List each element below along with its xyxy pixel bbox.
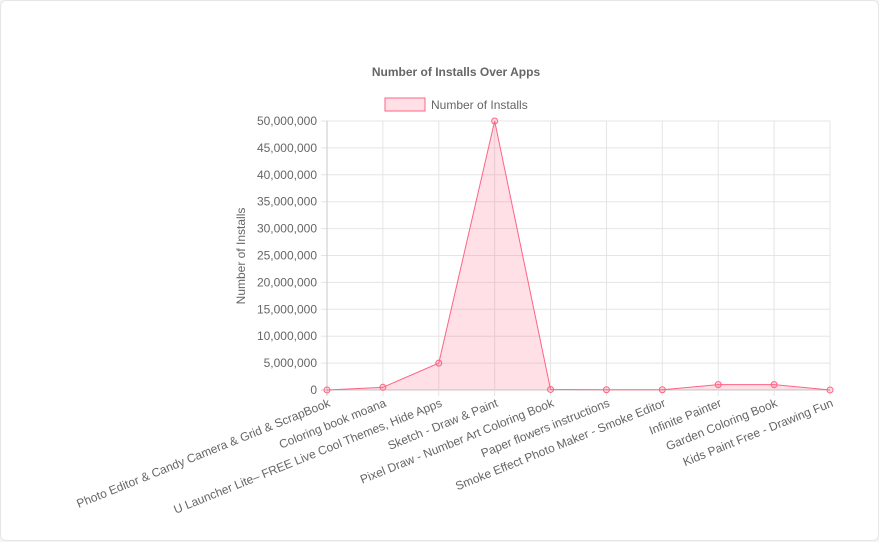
- series-area: [327, 121, 830, 390]
- data-point[interactable]: [379, 383, 387, 391]
- y-tick-label: 0: [310, 383, 317, 397]
- data-point[interactable]: [491, 117, 499, 125]
- y-axis-ticks: 50,000,000 45,000,000 40,000,000 35,000,000…: [257, 114, 317, 397]
- series-line: [326, 120, 831, 391]
- y-tick-label: 25,000,000: [257, 249, 317, 263]
- y-axis-title: Number of Installs: [234, 208, 248, 305]
- y-tick-label: 45,000,000: [257, 141, 317, 155]
- data-point[interactable]: [547, 385, 555, 393]
- y-tick-label: 10,000,000: [257, 329, 317, 343]
- legend-label: Number of Installs: [431, 98, 528, 112]
- y-tick-label: 50,000,000: [257, 114, 317, 128]
- y-tick-label: 20,000,000: [257, 275, 317, 289]
- y-tick-label: 35,000,000: [257, 195, 317, 209]
- x-axis-ticks: Photo Editor & Candy Camera & Grid & Scr…: [75, 395, 836, 516]
- y-tick-label: 5,000,000: [264, 356, 318, 370]
- legend[interactable]: Number of Installs: [384, 97, 528, 112]
- grid: [321, 120, 831, 396]
- series-installs: [323, 117, 834, 394]
- data-point[interactable]: [770, 381, 778, 389]
- legend-swatch: [384, 97, 426, 112]
- data-point[interactable]: [658, 386, 666, 394]
- data-point[interactable]: [323, 386, 331, 394]
- chart-title: Number of Installs Over Apps: [372, 65, 541, 79]
- y-tick-label: 30,000,000: [257, 222, 317, 236]
- data-point[interactable]: [602, 386, 610, 394]
- data-point[interactable]: [714, 381, 722, 389]
- y-tick-label: 40,000,000: [257, 168, 317, 182]
- data-point[interactable]: [435, 359, 443, 367]
- data-point[interactable]: [826, 386, 834, 394]
- y-tick-label: 15,000,000: [257, 302, 317, 316]
